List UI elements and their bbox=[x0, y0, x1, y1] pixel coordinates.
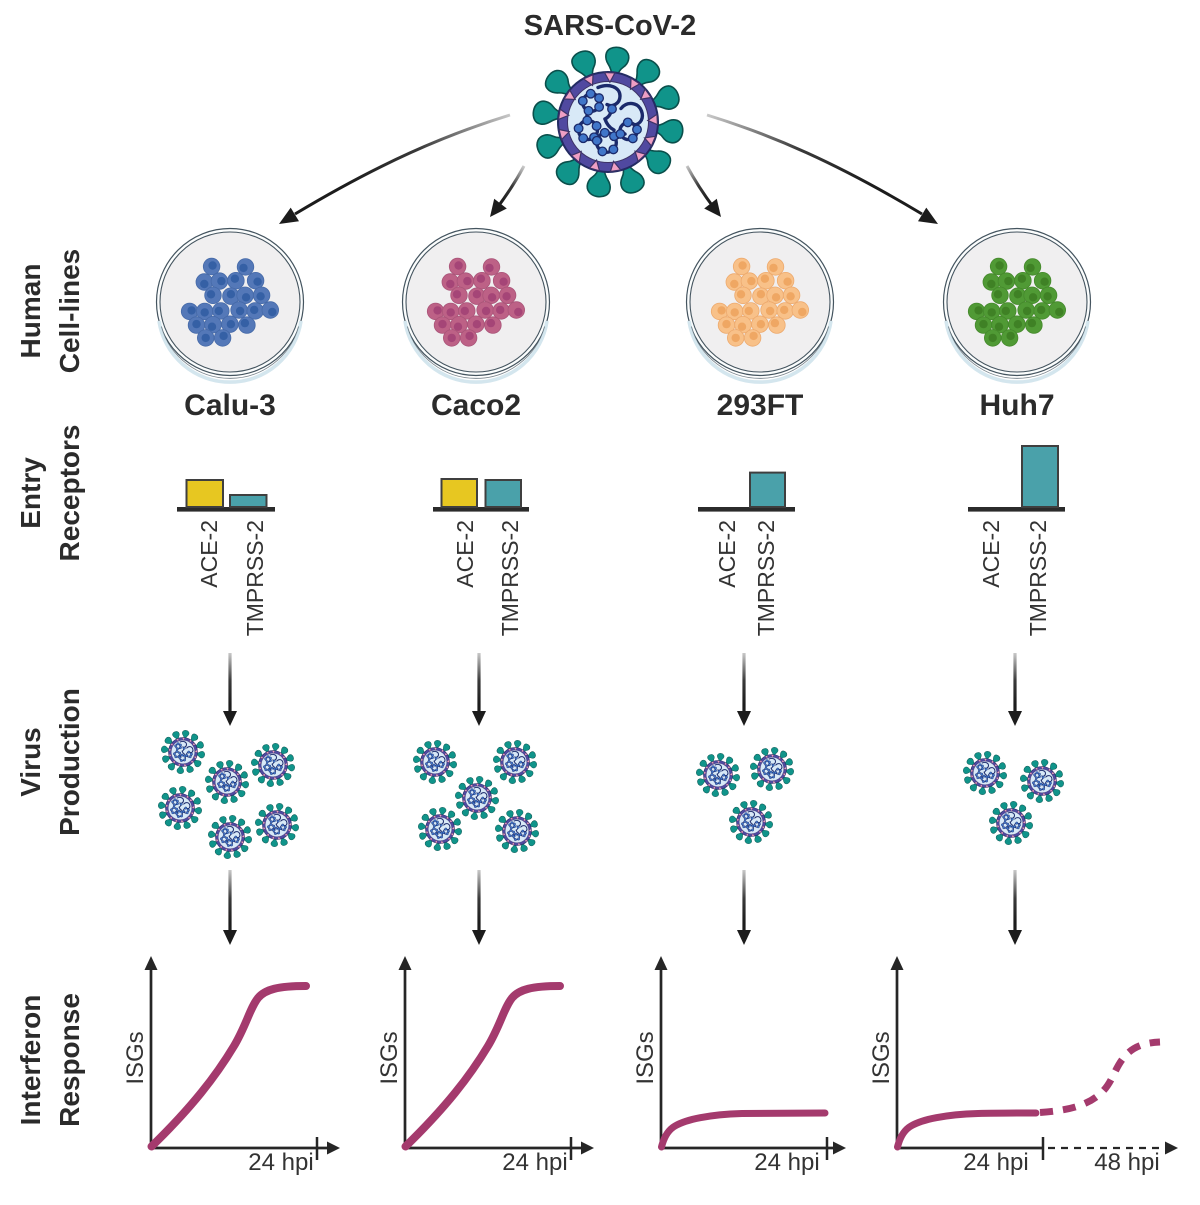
svg-text:24 hpi: 24 hpi bbox=[754, 1149, 819, 1176]
svg-text:Receptors: Receptors bbox=[54, 425, 85, 562]
svg-text:ISGs: ISGs bbox=[376, 1031, 403, 1084]
svg-text:Calu-3: Calu-3 bbox=[184, 389, 276, 422]
svg-text:TMPRSS-2: TMPRSS-2 bbox=[497, 520, 523, 636]
svg-text:Human: Human bbox=[15, 264, 46, 359]
svg-text:24 hpi: 24 hpi bbox=[963, 1149, 1028, 1176]
svg-text:Interferon: Interferon bbox=[15, 995, 46, 1126]
svg-text:SARS-CoV-2: SARS-CoV-2 bbox=[524, 10, 696, 42]
svg-text:ISGs: ISGs bbox=[868, 1031, 895, 1084]
svg-text:24 hpi: 24 hpi bbox=[248, 1149, 313, 1176]
svg-text:ISGs: ISGs bbox=[122, 1031, 149, 1084]
svg-text:24 hpi: 24 hpi bbox=[502, 1149, 567, 1176]
svg-text:Caco2: Caco2 bbox=[431, 389, 521, 422]
svg-text:Entry: Entry bbox=[15, 457, 46, 529]
svg-text:TMPRSS-2: TMPRSS-2 bbox=[753, 520, 779, 636]
svg-text:ACE-2: ACE-2 bbox=[714, 520, 740, 588]
svg-text:ISGs: ISGs bbox=[632, 1031, 659, 1084]
svg-text:293FT: 293FT bbox=[717, 389, 804, 422]
svg-text:48 hpi: 48 hpi bbox=[1094, 1149, 1159, 1176]
svg-text:Huh7: Huh7 bbox=[980, 389, 1055, 422]
svg-text:Production: Production bbox=[54, 688, 85, 836]
svg-text:ACE-2: ACE-2 bbox=[978, 520, 1004, 588]
svg-text:Virus: Virus bbox=[15, 727, 46, 797]
svg-text:ACE-2: ACE-2 bbox=[196, 520, 222, 588]
svg-text:ACE-2: ACE-2 bbox=[452, 520, 478, 588]
svg-text:Response: Response bbox=[54, 993, 85, 1127]
svg-text:TMPRSS-2: TMPRSS-2 bbox=[242, 520, 268, 636]
svg-text:TMPRSS-2: TMPRSS-2 bbox=[1025, 520, 1051, 636]
svg-text:Cell-lines: Cell-lines bbox=[54, 249, 85, 373]
